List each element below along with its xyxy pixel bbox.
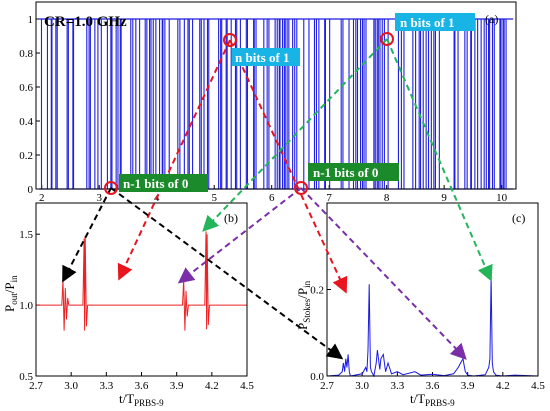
panel-b-label: (b) [224, 211, 238, 225]
y-tick-label: 0.0 [310, 371, 324, 383]
panel-a: 234567891000.20.40.60.81 CR=1.0 GHz (a) [19, 1, 517, 204]
panel-c: 2.7 3.0 3.3 3.6 3.9 4.2 4.5 0.0 0.2 (c) t/TPRBS-… [295, 202, 545, 408]
y-tick-label: 0.2 [19, 150, 33, 162]
x-tick-label: 3.9 [170, 380, 184, 392]
panel-b-ylabel-sub1: out [9, 293, 19, 305]
arrow-purple-to-b [177, 187, 302, 284]
series-line [326, 276, 539, 378]
annotation-arrows: n bits of 1 n bits of 1 n-1 bits of 0 n-… [62, 13, 493, 360]
panel-b: 2.7 3.0 3.3 3.6 3.9 4.2 4.5 0.5 1.0 1.5 (b) t/TPR… [2, 202, 254, 408]
x-tick-label: 3.3 [390, 380, 404, 392]
panel-c-ylabel: PStokes/Pin [295, 280, 312, 330]
x-tick-label: 9 [441, 192, 447, 204]
panel-c-xlabel-sub: PRBS-9 [425, 398, 455, 408]
x-tick-label: 4.5 [531, 380, 545, 392]
x-tick-label: 3 [96, 192, 102, 204]
panel-b-ylabel-mid: /P [2, 282, 17, 293]
arrow-red-to-b [117, 39, 231, 281]
panel-c-ylabel-sub1: Stokes [302, 298, 312, 323]
panel-c-xlabel-main: t/T [410, 391, 425, 406]
panel-b-output-power-trace [36, 231, 247, 331]
label-box-n-1-bits-0-right [308, 163, 399, 181]
x-tick-label: 3.0 [64, 380, 78, 392]
y-tick-label: 1 [28, 14, 34, 26]
x-tick-label: 3.0 [355, 380, 369, 392]
panel-b-xlabel-main: t/T [119, 391, 134, 406]
panel-a-frame [35, 1, 517, 190]
panel-c-xlabel: t/TPRBS-9 [410, 391, 455, 408]
x-tick-label: 2.7 [29, 380, 43, 392]
arrow-red-to-c [229, 39, 348, 294]
label-box-n-1-bits-0-left [119, 174, 208, 192]
x-tick-label: 4.2 [496, 380, 510, 392]
x-tick-label: 7 [326, 192, 332, 204]
panel-b-xlabel: t/TPRBS-9 [119, 391, 164, 408]
panel-b-ylabel-main: P [2, 305, 17, 312]
panel-c-frame [326, 202, 539, 377]
panel-b-ylabel-sub2: in [9, 275, 19, 283]
panel-b-ticks: 2.7 3.0 3.3 3.6 3.9 4.2 4.5 0.5 1.0 1.5 [19, 229, 254, 392]
x-tick-label: 3.6 [426, 380, 440, 392]
label-n-1-bits-0-right: n-1 bits of 0 [313, 165, 378, 180]
x-tick-label: 4.2 [205, 380, 219, 392]
y-tick-label: 0.2 [310, 285, 324, 297]
arrow-black-to-c [110, 187, 344, 360]
panel-a-bit-pattern [38, 18, 514, 190]
marker-circle-green [380, 32, 394, 46]
panel-c-label: (c) [512, 211, 525, 225]
panel-b-ylabel: Pout/Pin [2, 275, 19, 312]
panel-c-stokes-power-trace [326, 276, 539, 378]
series-line [36, 231, 247, 331]
y-tick-label: 1.5 [19, 229, 33, 241]
label-n-1-bits-0-left: n-1 bits of 0 [123, 176, 188, 191]
y-tick-label: 0.5 [19, 371, 33, 383]
label-box-n-bits-1-left [232, 48, 300, 66]
panel-a-label: (a) [485, 12, 498, 26]
y-tick-label: 0.4 [19, 116, 33, 128]
x-tick-label: 8 [384, 192, 390, 204]
marker-circle-red [223, 33, 237, 47]
x-tick-label: 3.3 [99, 380, 113, 392]
x-tick-label: 3.9 [461, 380, 475, 392]
x-tick-label: 5 [211, 192, 217, 204]
panel-a-cr-annotation: CR=1.0 GHz [44, 14, 127, 30]
x-tick-label: 3.6 [135, 380, 149, 392]
arrow-purple-to-c [300, 187, 467, 360]
arrow-green-to-b [202, 38, 388, 232]
label-n-bits-1-right: n bits of 1 [400, 15, 455, 30]
x-tick-label: 10 [496, 192, 508, 204]
arrow-green-to-c [386, 38, 493, 282]
marker-circle-black [104, 181, 118, 195]
panel-b-xlabel-sub: PRBS-9 [134, 398, 164, 408]
y-tick-label: 0 [28, 184, 34, 196]
label-box-n-bits-1-right [395, 13, 475, 31]
marker-circle-purple [294, 181, 308, 195]
arrow-black-to-b [62, 187, 112, 283]
x-tick-label: 4.5 [240, 380, 254, 392]
y-tick-label: 0.8 [19, 48, 33, 60]
x-tick-label: 2 [39, 192, 45, 204]
y-tick-label: 1.0 [19, 300, 33, 312]
panel-b-frame [35, 202, 248, 377]
panel-c-ticks: 2.7 3.0 3.3 3.6 3.9 4.2 4.5 0.0 0.2 [310, 285, 545, 393]
panel-c-ylabel-main: P [295, 323, 310, 330]
panel-c-ylabel-sub2: in [302, 280, 312, 288]
x-tick-label: 6 [269, 192, 275, 204]
label-n-bits-1-left: n bits of 1 [235, 50, 290, 65]
panel-c-ylabel-mid: /P [295, 288, 310, 299]
y-tick-label: 0.6 [19, 82, 33, 94]
x-tick-label: 2.7 [320, 380, 334, 392]
